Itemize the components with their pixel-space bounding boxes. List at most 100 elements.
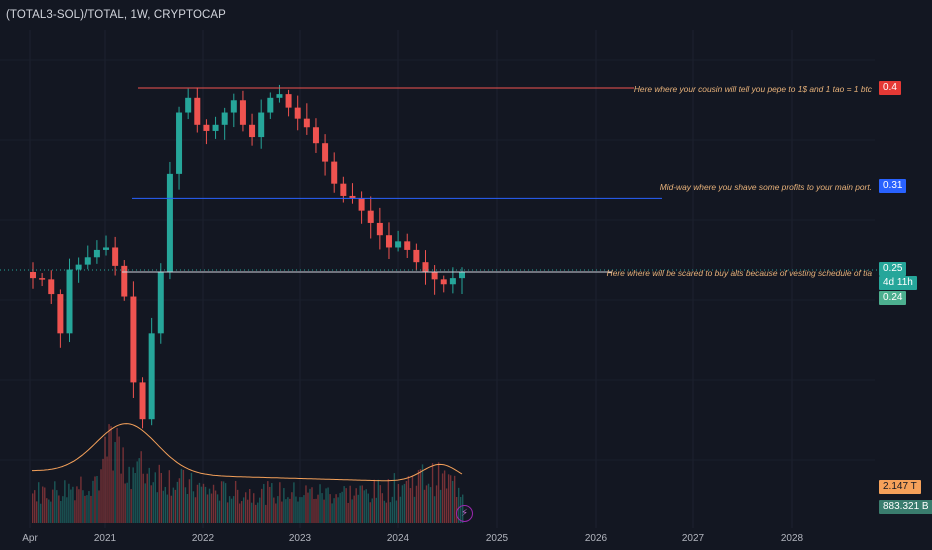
- volume-bar: [172, 487, 175, 523]
- volume-bar: [104, 436, 106, 523]
- volume-bar: [263, 483, 265, 523]
- candle-body: [331, 161, 338, 184]
- volume-bar: [202, 483, 205, 523]
- volume-bar: [397, 484, 400, 523]
- volume-bar: [232, 496, 235, 523]
- volume-bar: [259, 497, 261, 523]
- candle-body: [376, 222, 383, 236]
- volume-bar: [431, 463, 434, 523]
- volume-bar: [247, 499, 249, 523]
- price-tag-mid: 0.31: [879, 179, 907, 193]
- volume-bar: [44, 487, 46, 523]
- volume-bar: [383, 500, 386, 523]
- volume-bar: [220, 481, 223, 523]
- countdown-tag: 4d 11h: [879, 276, 917, 290]
- price-tag-current: 0.25: [879, 262, 907, 276]
- volume-bar: [457, 487, 460, 523]
- candle-body: [176, 112, 183, 174]
- volume-bar: [349, 485, 351, 523]
- volume-ma-tag: 2.147 T: [879, 480, 921, 494]
- volume-bar: [164, 486, 167, 523]
- volume-bar: [375, 497, 377, 523]
- volume-bar: [343, 486, 345, 523]
- candle-body: [148, 333, 155, 420]
- volume-bar: [108, 424, 110, 523]
- candle-body: [139, 382, 146, 420]
- volume-bar: [162, 490, 165, 523]
- lightning-icon[interactable]: ⚡: [456, 505, 473, 522]
- volume-bar: [363, 490, 365, 523]
- volume-bar: [86, 495, 88, 523]
- volume-bar: [387, 479, 390, 523]
- volume-bar: [182, 469, 185, 523]
- volume-bar: [38, 482, 40, 523]
- volume-bar: [214, 490, 217, 523]
- volume-bar: [42, 486, 44, 523]
- volume-bar: [337, 497, 339, 523]
- candle-body: [112, 247, 119, 266]
- annotation-mid: Mid-way where you shave some profits to …: [659, 182, 872, 192]
- volume-bar: [323, 499, 325, 523]
- volume-bar: [361, 485, 363, 523]
- candle-body: [322, 143, 329, 162]
- volume-bar: [271, 483, 273, 523]
- volume-bar: [144, 483, 146, 523]
- volume-bar: [50, 501, 52, 523]
- volume-bar: [369, 502, 371, 523]
- candle-body: [367, 210, 374, 223]
- volume-bar: [94, 476, 96, 523]
- chart-title: (TOTAL3-SOL)/TOTAL, 1W, CRYPTOCAP: [6, 9, 226, 21]
- volume-bar: [160, 473, 162, 523]
- volume-bar: [289, 498, 291, 523]
- volume-bar: [118, 436, 120, 523]
- volume-bar: [90, 495, 92, 523]
- volume-bar: [319, 484, 321, 523]
- volume-bar: [287, 497, 289, 523]
- candle-body: [130, 296, 137, 383]
- volume-bar: [335, 494, 337, 523]
- volume-bar: [142, 473, 144, 523]
- volume-bar: [192, 491, 195, 523]
- volume-bar: [339, 493, 341, 523]
- volume-bar: [333, 498, 335, 523]
- volume-bar: [385, 502, 388, 523]
- candle-body: [449, 278, 456, 285]
- candle-body: [103, 247, 110, 250]
- volume-bar: [158, 464, 160, 523]
- volume-bar: [180, 468, 183, 523]
- candle-body: [221, 112, 228, 125]
- volume-bar: [413, 496, 416, 523]
- candle-body: [422, 262, 429, 272]
- volume-bar: [106, 456, 108, 523]
- volume-bar: [176, 481, 179, 523]
- volume-bar: [156, 492, 158, 523]
- candle-body: [431, 272, 438, 280]
- annotation-low: Here where will be scared to buy alts be…: [606, 268, 872, 278]
- volume-bar: [92, 480, 94, 523]
- volume-bar: [32, 493, 34, 523]
- volume-bar: [409, 488, 412, 523]
- volume-bar: [34, 490, 36, 523]
- volume-bar: [120, 473, 122, 523]
- volume-bar: [283, 488, 285, 523]
- volume-bar: [321, 493, 323, 523]
- candle-body: [395, 241, 402, 248]
- x-tick: 2023: [288, 533, 312, 544]
- volume-bar: [208, 488, 211, 523]
- candle-body: [30, 272, 36, 279]
- volume-ma-line: [32, 423, 463, 482]
- candle-body: [166, 173, 173, 272]
- volume-bar: [124, 483, 126, 523]
- volume-bar: [152, 482, 154, 523]
- volume-bar: [317, 494, 319, 523]
- candle-body: [285, 94, 292, 108]
- volume-bar: [112, 470, 114, 523]
- candle-body: [303, 118, 310, 128]
- volume-bar: [301, 497, 303, 523]
- candle-body: [203, 124, 210, 131]
- volume-bar: [186, 493, 189, 523]
- volume-bar: [281, 501, 283, 523]
- x-tick: 2022: [191, 533, 215, 544]
- volume-bar: [58, 495, 60, 523]
